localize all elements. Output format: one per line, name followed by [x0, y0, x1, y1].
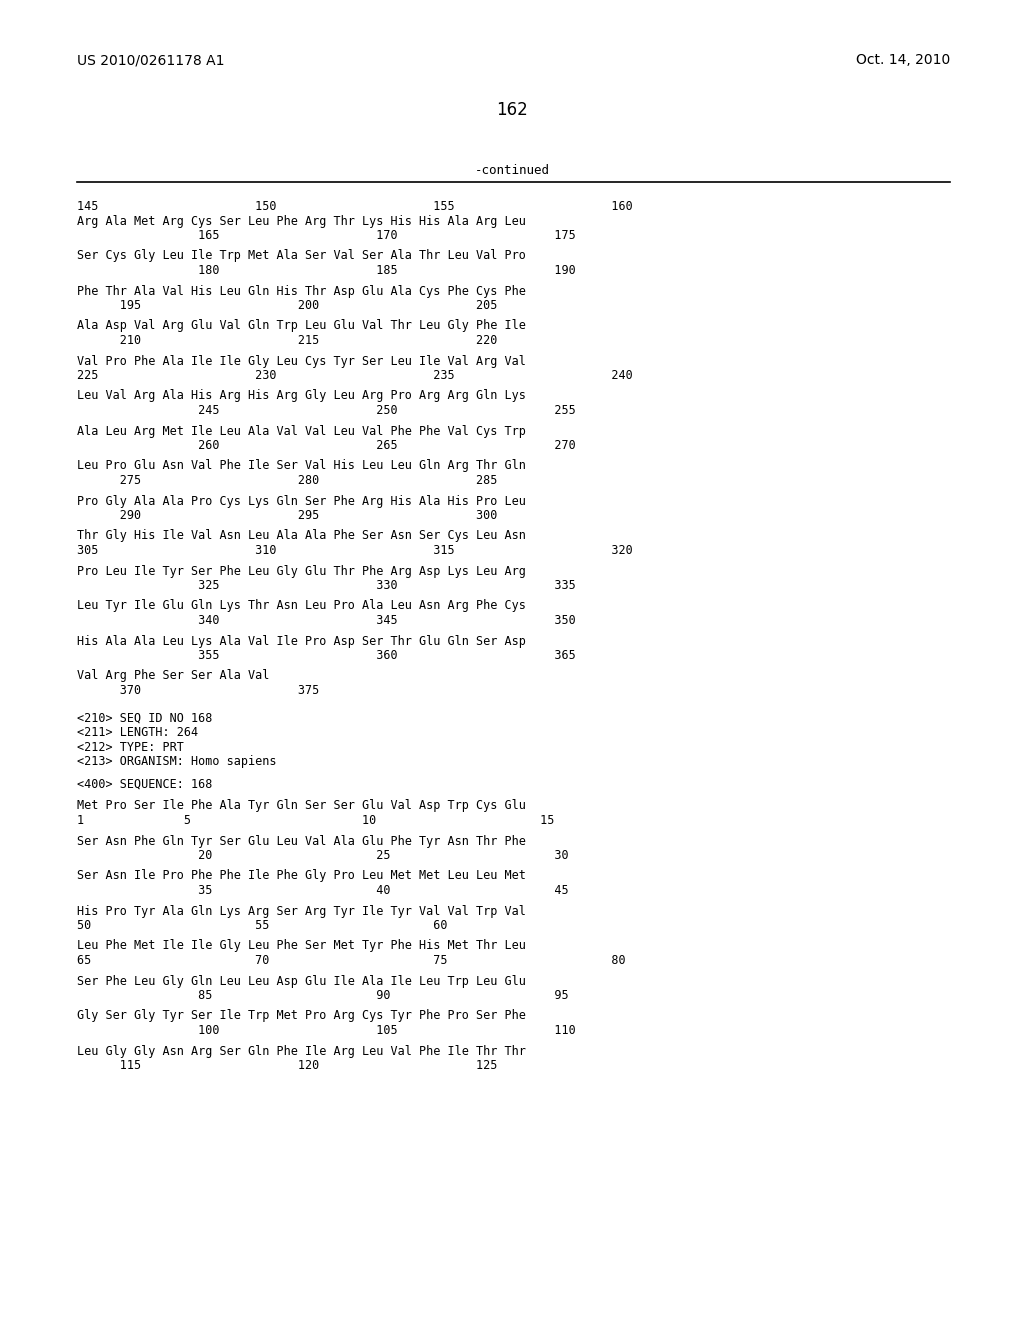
Text: Phe Thr Ala Val His Leu Gln His Thr Asp Glu Ala Cys Phe Cys Phe: Phe Thr Ala Val His Leu Gln His Thr Asp … [77, 285, 526, 297]
Text: 50                       55                       60: 50 55 60 [77, 919, 447, 932]
Text: 275                      280                      285: 275 280 285 [77, 474, 498, 487]
Text: Leu Gly Gly Asn Arg Ser Gln Phe Ile Arg Leu Val Phe Ile Thr Thr: Leu Gly Gly Asn Arg Ser Gln Phe Ile Arg … [77, 1044, 526, 1057]
Text: <211> LENGTH: 264: <211> LENGTH: 264 [77, 726, 198, 739]
Text: 115                      120                      125: 115 120 125 [77, 1059, 498, 1072]
Text: Leu Pro Glu Asn Val Phe Ile Ser Val His Leu Leu Gln Arg Thr Gln: Leu Pro Glu Asn Val Phe Ile Ser Val His … [77, 459, 526, 473]
Text: Leu Phe Met Ile Ile Gly Leu Phe Ser Met Tyr Phe His Met Thr Leu: Leu Phe Met Ile Ile Gly Leu Phe Ser Met … [77, 940, 526, 953]
Text: <400> SEQUENCE: 168: <400> SEQUENCE: 168 [77, 777, 212, 791]
Text: Ala Asp Val Arg Glu Val Gln Trp Leu Glu Val Thr Leu Gly Phe Ile: Ala Asp Val Arg Glu Val Gln Trp Leu Glu … [77, 319, 526, 333]
Text: Leu Tyr Ile Glu Gln Lys Thr Asn Leu Pro Ala Leu Asn Arg Phe Cys: Leu Tyr Ile Glu Gln Lys Thr Asn Leu Pro … [77, 599, 526, 612]
Text: Val Arg Phe Ser Ser Ala Val: Val Arg Phe Ser Ser Ala Val [77, 669, 269, 682]
Text: 370                      375: 370 375 [77, 684, 319, 697]
Text: 162: 162 [496, 102, 528, 119]
Text: His Ala Ala Leu Lys Ala Val Ile Pro Asp Ser Thr Glu Gln Ser Asp: His Ala Ala Leu Lys Ala Val Ile Pro Asp … [77, 635, 526, 648]
Text: 35                       40                       45: 35 40 45 [77, 884, 568, 898]
Text: 290                      295                      300: 290 295 300 [77, 510, 498, 521]
Text: Oct. 14, 2010: Oct. 14, 2010 [856, 53, 950, 67]
Text: US 2010/0261178 A1: US 2010/0261178 A1 [77, 53, 224, 67]
Text: <212> TYPE: PRT: <212> TYPE: PRT [77, 741, 184, 754]
Text: Leu Val Arg Ala His Arg His Arg Gly Leu Arg Pro Arg Arg Gln Lys: Leu Val Arg Ala His Arg His Arg Gly Leu … [77, 389, 526, 403]
Text: Pro Gly Ala Ala Pro Cys Lys Gln Ser Phe Arg His Ala His Pro Leu: Pro Gly Ala Ala Pro Cys Lys Gln Ser Phe … [77, 495, 526, 507]
Text: Pro Leu Ile Tyr Ser Phe Leu Gly Glu Thr Phe Arg Asp Lys Leu Arg: Pro Leu Ile Tyr Ser Phe Leu Gly Glu Thr … [77, 565, 526, 578]
Text: 210                      215                      220: 210 215 220 [77, 334, 498, 347]
Text: Gly Ser Gly Tyr Ser Ile Trp Met Pro Arg Cys Tyr Phe Pro Ser Phe: Gly Ser Gly Tyr Ser Ile Trp Met Pro Arg … [77, 1010, 526, 1023]
Text: Thr Gly His Ile Val Asn Leu Ala Ala Phe Ser Asn Ser Cys Leu Asn: Thr Gly His Ile Val Asn Leu Ala Ala Phe … [77, 529, 526, 543]
Text: 65                       70                       75                       80: 65 70 75 80 [77, 954, 626, 968]
Text: 20                       25                       30: 20 25 30 [77, 849, 568, 862]
Text: Ser Asn Phe Gln Tyr Ser Glu Leu Val Ala Glu Phe Tyr Asn Thr Phe: Ser Asn Phe Gln Tyr Ser Glu Leu Val Ala … [77, 834, 526, 847]
Text: 180                      185                      190: 180 185 190 [77, 264, 575, 277]
Text: 100                      105                      110: 100 105 110 [77, 1024, 575, 1038]
Text: 355                      360                      365: 355 360 365 [77, 649, 575, 663]
Text: 165                      170                      175: 165 170 175 [77, 228, 575, 242]
Text: <210> SEQ ID NO 168: <210> SEQ ID NO 168 [77, 711, 212, 725]
Text: Met Pro Ser Ile Phe Ala Tyr Gln Ser Ser Glu Val Asp Trp Cys Glu: Met Pro Ser Ile Phe Ala Tyr Gln Ser Ser … [77, 800, 526, 813]
Text: 225                      230                      235                      240: 225 230 235 240 [77, 370, 633, 381]
Text: Val Pro Phe Ala Ile Ile Gly Leu Cys Tyr Ser Leu Ile Val Arg Val: Val Pro Phe Ala Ile Ile Gly Leu Cys Tyr … [77, 355, 526, 367]
Text: 145                      150                      155                      160: 145 150 155 160 [77, 201, 633, 213]
Text: 325                      330                      335: 325 330 335 [77, 579, 575, 591]
Text: 260                      265                      270: 260 265 270 [77, 440, 575, 451]
Text: -continued: -continued [474, 164, 550, 177]
Text: 340                      345                      350: 340 345 350 [77, 614, 575, 627]
Text: <213> ORGANISM: Homo sapiens: <213> ORGANISM: Homo sapiens [77, 755, 276, 768]
Text: Ser Phe Leu Gly Gln Leu Leu Asp Glu Ile Ala Ile Leu Trp Leu Glu: Ser Phe Leu Gly Gln Leu Leu Asp Glu Ile … [77, 974, 526, 987]
Text: His Pro Tyr Ala Gln Lys Arg Ser Arg Tyr Ile Tyr Val Val Trp Val: His Pro Tyr Ala Gln Lys Arg Ser Arg Tyr … [77, 904, 526, 917]
Text: 305                      310                      315                      320: 305 310 315 320 [77, 544, 633, 557]
Text: Arg Ala Met Arg Cys Ser Leu Phe Arg Thr Lys His His Ala Arg Leu: Arg Ala Met Arg Cys Ser Leu Phe Arg Thr … [77, 214, 526, 227]
Text: Ser Asn Ile Pro Phe Phe Ile Phe Gly Pro Leu Met Met Leu Leu Met: Ser Asn Ile Pro Phe Phe Ile Phe Gly Pro … [77, 870, 526, 883]
Text: Ser Cys Gly Leu Ile Trp Met Ala Ser Val Ser Ala Thr Leu Val Pro: Ser Cys Gly Leu Ile Trp Met Ala Ser Val … [77, 249, 526, 263]
Text: 85                       90                       95: 85 90 95 [77, 989, 568, 1002]
Text: 1              5                        10                       15: 1 5 10 15 [77, 814, 554, 828]
Text: 245                      250                      255: 245 250 255 [77, 404, 575, 417]
Text: Ala Leu Arg Met Ile Leu Ala Val Val Leu Val Phe Phe Val Cys Trp: Ala Leu Arg Met Ile Leu Ala Val Val Leu … [77, 425, 526, 437]
Text: 195                      200                      205: 195 200 205 [77, 300, 498, 312]
